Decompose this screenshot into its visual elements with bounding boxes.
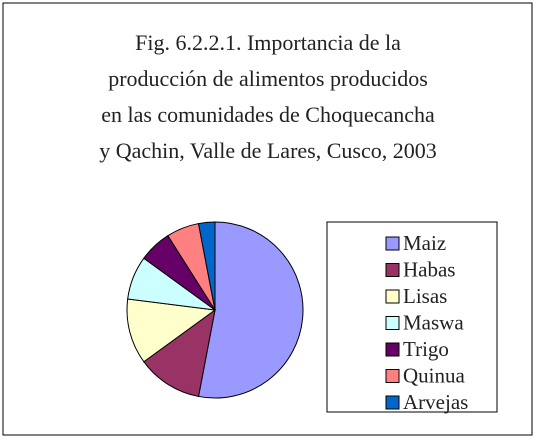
legend-swatch: [385, 369, 400, 383]
legend-swatch: [385, 316, 400, 330]
legend-label: Habas: [403, 258, 455, 282]
legend-box: [326, 221, 498, 413]
legend-swatch: [385, 263, 400, 277]
pie-slice: [126, 298, 217, 363]
legend-label: Arvejas: [403, 390, 468, 414]
legend-label: Maiz: [403, 231, 446, 255]
chart-title: Fig. 6.2.2.1. Importancia de la: [135, 30, 401, 55]
pie-slice: [143, 308, 216, 398]
chart-title: producción de alimentos producidos: [108, 66, 428, 91]
pie-slice: [197, 221, 304, 399]
legend-swatch: [385, 395, 400, 410]
pie-slice: [197, 221, 216, 311]
legend-swatch: [385, 236, 400, 251]
legend-label: Maswa: [403, 311, 464, 335]
chart-title: y Qachin, Valle de Lares, Cusco, 2003: [99, 138, 436, 163]
legend-label: Quinua: [403, 364, 466, 388]
legend-label: Trigo: [403, 337, 449, 361]
chart-title: en las comunidades de Choquecancha: [101, 102, 435, 127]
legend-label: Lisas: [403, 284, 447, 308]
legend-swatch: [385, 342, 400, 357]
legend-swatch: [385, 289, 400, 304]
